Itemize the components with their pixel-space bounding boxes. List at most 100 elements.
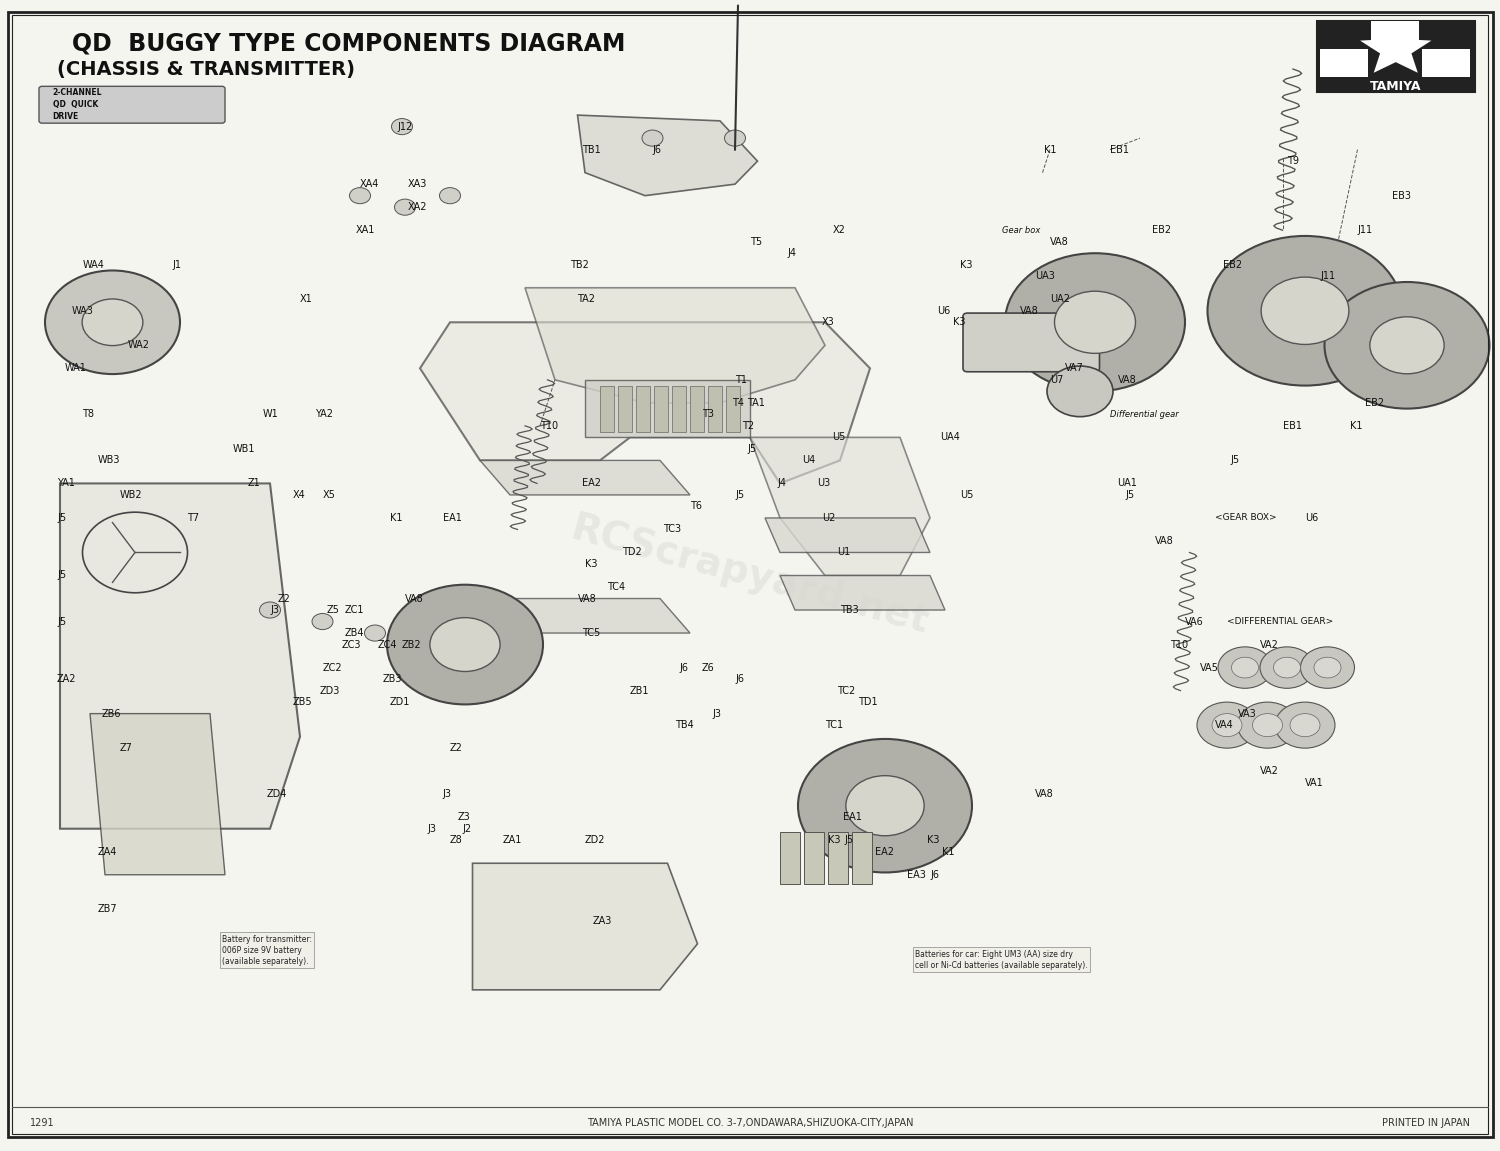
Bar — [1422, 49, 1470, 77]
Text: XA3: XA3 — [408, 180, 428, 189]
Text: J6: J6 — [652, 145, 662, 154]
Text: J6: J6 — [930, 870, 939, 879]
Text: T7: T7 — [188, 513, 200, 523]
Text: J5: J5 — [735, 490, 744, 500]
Circle shape — [1252, 714, 1282, 737]
Text: T5: T5 — [750, 237, 762, 246]
Bar — [708, 386, 722, 432]
Text: VA4: VA4 — [1215, 721, 1233, 730]
Text: K3: K3 — [585, 559, 597, 569]
Text: QD  BUGGY TYPE COMPONENTS DIAGRAM: QD BUGGY TYPE COMPONENTS DIAGRAM — [72, 32, 626, 55]
Text: K1: K1 — [1044, 145, 1056, 154]
Text: 1291: 1291 — [30, 1119, 54, 1128]
Text: T10: T10 — [540, 421, 558, 430]
Bar — [780, 832, 800, 884]
Text: Z1: Z1 — [248, 479, 261, 488]
Polygon shape — [585, 380, 750, 437]
Text: J5: J5 — [57, 513, 66, 523]
Text: WA2: WA2 — [128, 341, 150, 350]
Text: Z5: Z5 — [327, 605, 340, 615]
Circle shape — [1262, 277, 1348, 344]
Circle shape — [1238, 702, 1298, 748]
FancyBboxPatch shape — [963, 313, 1100, 372]
Text: VA2: VA2 — [1260, 640, 1280, 649]
Text: ZB5: ZB5 — [292, 698, 312, 707]
Text: J3: J3 — [270, 605, 279, 615]
Text: X5: X5 — [322, 490, 336, 500]
Text: K1: K1 — [1350, 421, 1362, 430]
Text: J4: J4 — [777, 479, 786, 488]
Bar — [804, 832, 824, 884]
Text: RCScrapyard.net: RCScrapyard.net — [567, 510, 933, 641]
Text: U5: U5 — [960, 490, 974, 500]
Text: Z2: Z2 — [450, 744, 464, 753]
Circle shape — [846, 776, 924, 836]
Bar — [618, 386, 632, 432]
Circle shape — [364, 625, 386, 641]
Text: WB1: WB1 — [232, 444, 255, 453]
Text: J5: J5 — [57, 571, 66, 580]
Circle shape — [440, 188, 460, 204]
Text: ZB1: ZB1 — [630, 686, 650, 695]
Text: TC5: TC5 — [582, 628, 600, 638]
Text: TC4: TC4 — [608, 582, 625, 592]
Text: T6: T6 — [690, 502, 702, 511]
Circle shape — [1300, 647, 1354, 688]
Text: XA4: XA4 — [360, 180, 380, 189]
Polygon shape — [480, 460, 690, 495]
Text: J1: J1 — [172, 260, 182, 269]
Text: ZD1: ZD1 — [390, 698, 411, 707]
Bar — [654, 386, 668, 432]
Circle shape — [1212, 714, 1242, 737]
Polygon shape — [90, 714, 225, 875]
Text: J3: J3 — [712, 709, 722, 718]
Text: K3: K3 — [960, 260, 972, 269]
Bar — [690, 386, 703, 432]
Text: U2: U2 — [822, 513, 836, 523]
Text: Z7: Z7 — [120, 744, 134, 753]
Text: ZD2: ZD2 — [585, 836, 606, 845]
Circle shape — [724, 130, 746, 146]
Text: EB2: EB2 — [1152, 226, 1172, 235]
Text: TA2: TA2 — [578, 295, 596, 304]
Text: J12: J12 — [398, 122, 412, 131]
Text: T9: T9 — [1287, 157, 1299, 166]
Circle shape — [642, 130, 663, 146]
Text: TA1: TA1 — [747, 398, 765, 407]
Text: TD1: TD1 — [858, 698, 877, 707]
Text: ZB7: ZB7 — [98, 905, 117, 914]
Text: J5: J5 — [57, 617, 66, 626]
Text: UA3: UA3 — [1035, 272, 1054, 281]
Circle shape — [1275, 702, 1335, 748]
Text: WB3: WB3 — [98, 456, 120, 465]
Text: J6: J6 — [680, 663, 688, 672]
Text: VA8: VA8 — [1155, 536, 1173, 546]
Text: J11: J11 — [1320, 272, 1335, 281]
Text: VA6: VA6 — [1185, 617, 1203, 626]
Polygon shape — [780, 576, 945, 610]
Text: EB3: EB3 — [1392, 191, 1411, 200]
Circle shape — [1370, 317, 1444, 374]
Text: X2: X2 — [833, 226, 846, 235]
Text: TC1: TC1 — [825, 721, 843, 730]
Text: TAMIYA: TAMIYA — [1370, 79, 1422, 93]
Text: EB2: EB2 — [1222, 260, 1242, 269]
Text: ZC3: ZC3 — [342, 640, 362, 649]
Circle shape — [1047, 366, 1113, 417]
Circle shape — [1274, 657, 1300, 678]
Text: ZD4: ZD4 — [267, 790, 288, 799]
Text: Gear box: Gear box — [1002, 226, 1041, 235]
Text: VA8: VA8 — [1035, 790, 1053, 799]
Text: PRINTED IN JAPAN: PRINTED IN JAPAN — [1382, 1119, 1470, 1128]
Text: TB4: TB4 — [675, 721, 693, 730]
Text: WA3: WA3 — [72, 306, 94, 315]
Polygon shape — [750, 437, 930, 576]
Bar — [1422, 21, 1470, 48]
Circle shape — [1218, 647, 1272, 688]
Text: U4: U4 — [802, 456, 816, 465]
Circle shape — [1260, 647, 1314, 688]
Text: VA8: VA8 — [578, 594, 596, 603]
Circle shape — [1054, 291, 1136, 353]
Text: 2-CHANNEL
QD  QUICK
DRIVE: 2-CHANNEL QD QUICK DRIVE — [53, 89, 102, 121]
Text: TB2: TB2 — [570, 260, 590, 269]
